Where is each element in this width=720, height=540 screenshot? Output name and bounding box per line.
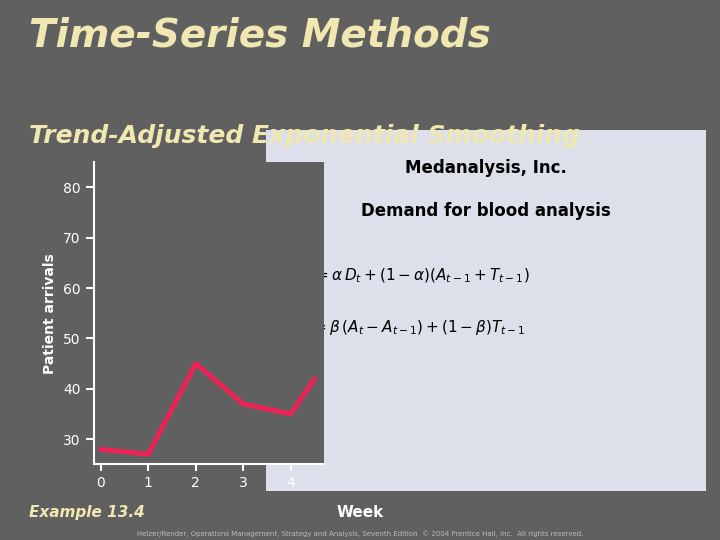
Text: Time-Series Methods: Time-Series Methods (29, 16, 490, 54)
Text: $T_t = \beta\,(A_t - A_{t-1}) + (1 - \beta)T_{t-1}$: $T_t = \beta\,(A_t - A_{t-1}) + (1 - \be… (297, 318, 526, 337)
Text: Trend-Adjusted Exponential Smoothing: Trend-Adjusted Exponential Smoothing (29, 124, 580, 148)
Text: Week: Week (336, 505, 384, 520)
Text: Demand for blood analysis: Demand for blood analysis (361, 202, 611, 220)
Text: Medanalysis, Inc.: Medanalysis, Inc. (405, 159, 567, 177)
Text: Heizer/Render, Operations Management, Strategy and Analysis, Seventh Edition  © : Heizer/Render, Operations Management, St… (137, 531, 583, 537)
Text: $A_t = \alpha\,D_t + (1 - \alpha)(A_{t-1} + T_{t-1})$: $A_t = \alpha\,D_t + (1 - \alpha)(A_{t-1… (297, 267, 530, 286)
Text: Example 13.4: Example 13.4 (29, 505, 145, 520)
Y-axis label: Patient arrivals: Patient arrivals (43, 253, 57, 374)
